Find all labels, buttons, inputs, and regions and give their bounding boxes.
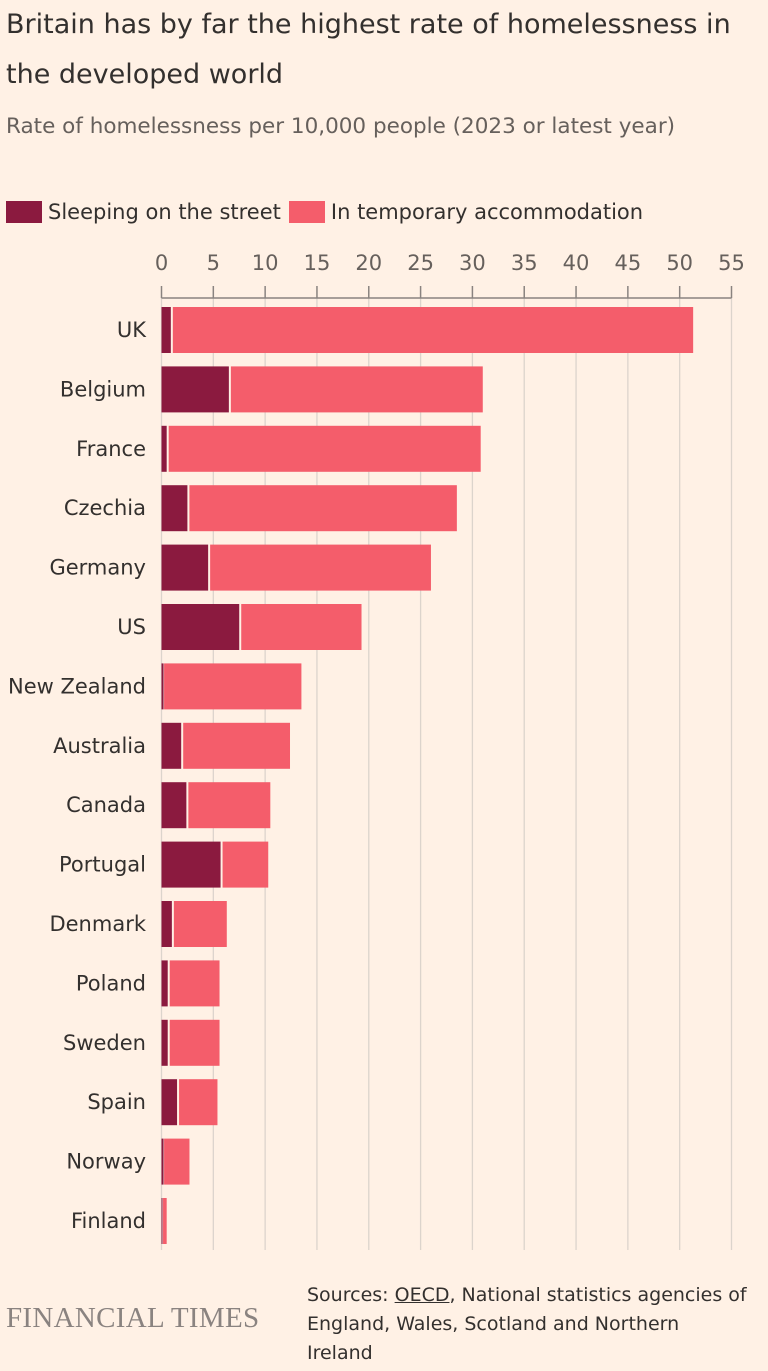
bar-chart: 0 5 10 15 20 25 30 35 40 45 50 55 UK Belgium France Cze… xyxy=(8,251,745,1250)
bar-temporary-poland xyxy=(169,960,220,1007)
sources-prefix: Sources: xyxy=(307,1284,395,1306)
bar-street-us xyxy=(161,604,240,650)
bar-temporary-new-zealand xyxy=(164,663,302,710)
x-tick-label: 10 xyxy=(252,251,279,275)
x-tick-label: 5 xyxy=(207,251,220,275)
category-label: Denmark xyxy=(49,912,146,936)
category-label: Germany xyxy=(49,556,146,580)
x-tick-label: 35 xyxy=(511,251,538,275)
x-tick-label: 40 xyxy=(563,251,590,275)
bar-street-poland xyxy=(161,960,168,1007)
chart-subtitle: Rate of homelessness per 10,000 people (… xyxy=(6,114,676,139)
category-label: Belgium xyxy=(60,377,146,401)
bar-street-new-zealand xyxy=(161,663,164,710)
legend-swatch-street xyxy=(6,201,42,223)
category-label: Australia xyxy=(53,734,146,758)
bar-street-germany xyxy=(161,544,209,591)
category-label: US xyxy=(117,615,146,639)
bar-temporary-us xyxy=(241,604,362,650)
legend-swatch-temporary xyxy=(288,201,325,223)
category-label: Portugal xyxy=(59,853,146,877)
category-label: UK xyxy=(117,318,147,342)
bar-street-belgium xyxy=(161,366,229,413)
bar-temporary-portugal xyxy=(222,841,269,888)
category-label: Finland xyxy=(71,1209,146,1233)
legend-label-temporary: In temporary accommodation xyxy=(330,200,644,224)
category-label: Canada xyxy=(66,793,146,817)
bar-temporary-spain xyxy=(179,1079,218,1126)
category-label: New Zealand xyxy=(8,674,146,698)
sources-link-oecd[interactable]: OECD xyxy=(394,1284,450,1306)
bar-temporary-uk xyxy=(172,307,694,353)
category-label: Poland xyxy=(76,971,146,995)
x-tick-label: 15 xyxy=(304,251,331,275)
x-tick-label: 20 xyxy=(355,251,382,275)
bar-street-norway xyxy=(161,1138,164,1185)
x-tick-label: 0 xyxy=(155,251,168,275)
bar-temporary-finland xyxy=(163,1198,167,1244)
bar-temporary-sweden xyxy=(169,1019,220,1066)
category-label: France xyxy=(76,437,146,461)
sources-note: Sources: OECD, National statistics agenc… xyxy=(307,1281,747,1368)
bar-street-spain xyxy=(161,1079,178,1126)
bar-temporary-australia xyxy=(183,722,291,769)
bar-street-czechia xyxy=(161,485,188,532)
category-label: Czechia xyxy=(64,496,146,520)
bar-street-canada xyxy=(161,782,187,829)
bar-street-sweden xyxy=(161,1019,168,1066)
bar-street-portugal xyxy=(161,841,221,888)
category-label: Spain xyxy=(87,1090,146,1114)
bar-street-uk xyxy=(161,307,171,353)
sources-rest: , National statistics agencies of Englan… xyxy=(307,1284,747,1364)
bar-street-finland xyxy=(161,1198,163,1244)
bar-temporary-norway xyxy=(164,1138,190,1185)
legend-label-street: Sleeping on the street xyxy=(48,200,281,224)
ft-logo: FINANCIAL TIMES xyxy=(6,1302,260,1334)
bar-temporary-belgium xyxy=(230,366,483,413)
bar-temporary-denmark xyxy=(173,901,227,947)
bar-street-australia xyxy=(161,722,182,769)
bar-temporary-czechia xyxy=(189,485,457,532)
x-tick-label: 25 xyxy=(407,251,434,275)
bar-street-denmark xyxy=(161,901,172,947)
category-label: Sweden xyxy=(63,1031,146,1055)
chart-title: Britain has by far the highest rate of h… xyxy=(6,9,731,90)
x-tick-label: 45 xyxy=(614,251,641,275)
x-tick-label: 30 xyxy=(459,251,486,275)
legend-item-street: Sleeping on the street xyxy=(6,200,281,224)
category-label: Norway xyxy=(66,1150,146,1174)
legend-item-temporary: In temporary accommodation xyxy=(288,200,644,224)
bar-temporary-canada xyxy=(188,782,271,829)
bar-street-france xyxy=(161,425,167,472)
x-tick-label: 50 xyxy=(666,251,693,275)
bar-temporary-germany xyxy=(210,544,431,591)
bar-temporary-france xyxy=(168,425,481,472)
legend: Sleeping on the street In temporary acco… xyxy=(6,200,651,224)
x-tick-label: 55 xyxy=(718,251,745,275)
